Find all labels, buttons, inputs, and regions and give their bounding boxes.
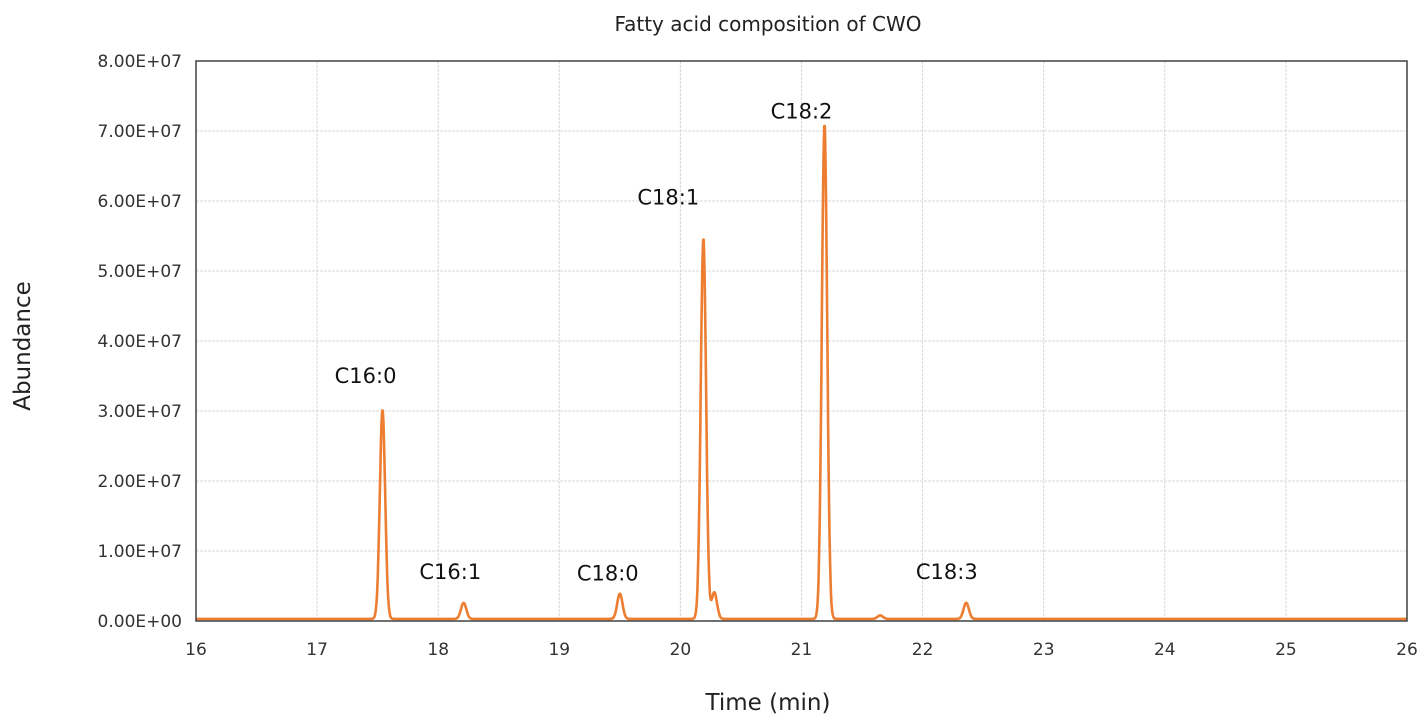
x-axis-ticks: 16 17 18 19 20 21 22 23 24 25 26: [185, 640, 1417, 660]
peak-label: C16:0: [335, 364, 397, 388]
gridlines: [196, 61, 1407, 621]
peak-labels: C16:0 C16:1 C18:0 C18:1 C18:2 C18:3: [335, 99, 978, 585]
peak-label: C18:3: [916, 560, 978, 584]
y-tick-label: 8.00E+07: [98, 52, 182, 72]
y-tick-label: 1.00E+07: [98, 542, 182, 562]
y-axis-ticks: 0.00E+00 1.00E+07 2.00E+07 3.00E+07 4.00E+07…: [98, 52, 182, 632]
y-tick-label: 3.00E+07: [98, 402, 182, 422]
x-tick-label: 22: [912, 640, 934, 660]
x-axis-label: Time (min): [705, 690, 831, 716]
y-tick-label: 2.00E+07: [98, 472, 182, 492]
x-tick-label: 16: [185, 640, 207, 660]
peak-label: C18:1: [637, 186, 699, 210]
chart-title: Fatty acid composition of CWO: [614, 12, 921, 36]
y-axis-label: Abundance: [10, 281, 36, 411]
peak-label: C18:2: [771, 99, 833, 123]
y-tick-label: 6.00E+07: [98, 192, 182, 212]
plot-frame: [195, 60, 1408, 622]
x-tick-label: 17: [306, 640, 328, 660]
x-tick-label: 23: [1033, 640, 1055, 660]
x-tick-label: 25: [1275, 640, 1297, 660]
x-tick-label: 24: [1154, 640, 1176, 660]
y-tick-label: 7.00E+07: [98, 122, 182, 142]
x-tick-label: 21: [791, 640, 813, 660]
y-tick-label: 4.00E+07: [98, 332, 182, 352]
chromatogram-trace: [195, 124, 1408, 621]
y-tick-label: 5.00E+07: [98, 262, 182, 282]
x-tick-label: 18: [427, 640, 449, 660]
peak-label: C18:0: [577, 561, 639, 585]
x-tick-label: 19: [548, 640, 570, 660]
y-tick-label: 0.00E+00: [98, 612, 182, 632]
peak-label: C16:1: [419, 560, 481, 584]
x-tick-label: 20: [670, 640, 692, 660]
x-tick-label: 26: [1396, 640, 1417, 660]
